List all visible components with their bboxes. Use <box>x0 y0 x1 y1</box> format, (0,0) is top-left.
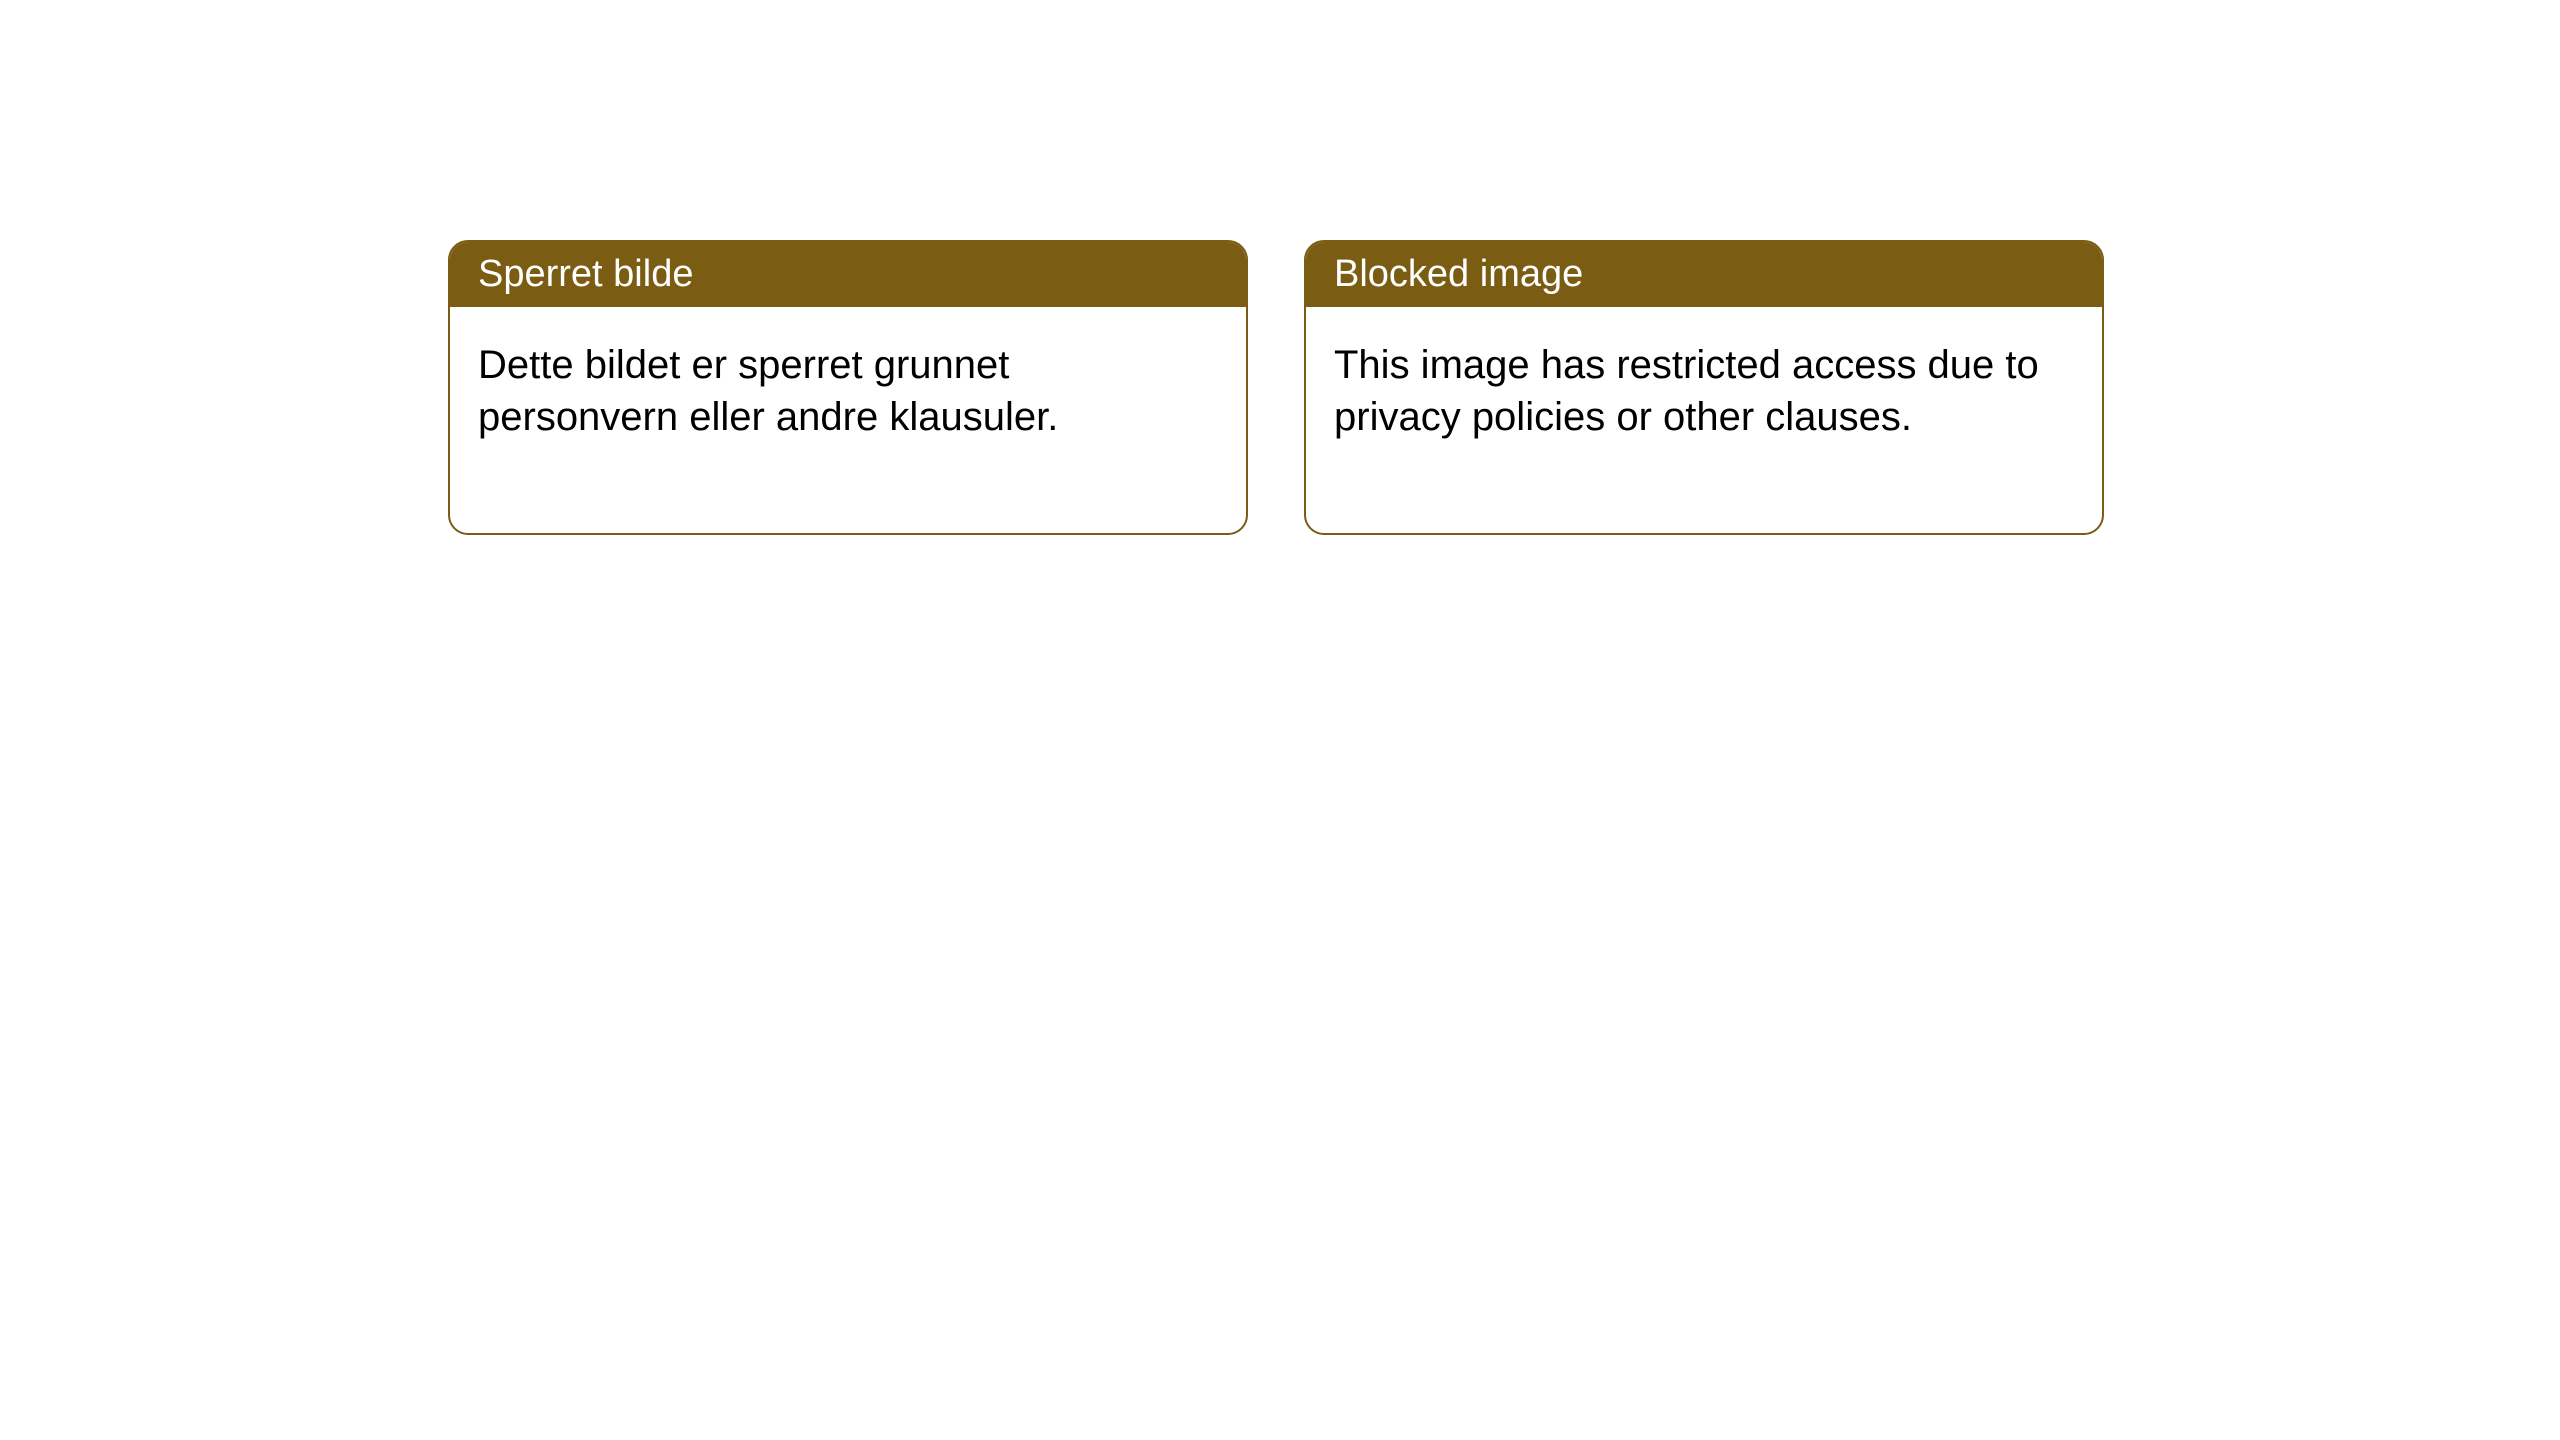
card-norwegian: Sperret bilde Dette bildet er sperret gr… <box>448 240 1248 535</box>
cards-container: Sperret bilde Dette bildet er sperret gr… <box>448 240 2104 535</box>
card-body-english: This image has restricted access due to … <box>1306 307 2102 533</box>
card-header-norwegian: Sperret bilde <box>450 242 1246 307</box>
card-english: Blocked image This image has restricted … <box>1304 240 2104 535</box>
card-body-norwegian: Dette bildet er sperret grunnet personve… <box>450 307 1246 533</box>
card-header-english: Blocked image <box>1306 242 2102 307</box>
